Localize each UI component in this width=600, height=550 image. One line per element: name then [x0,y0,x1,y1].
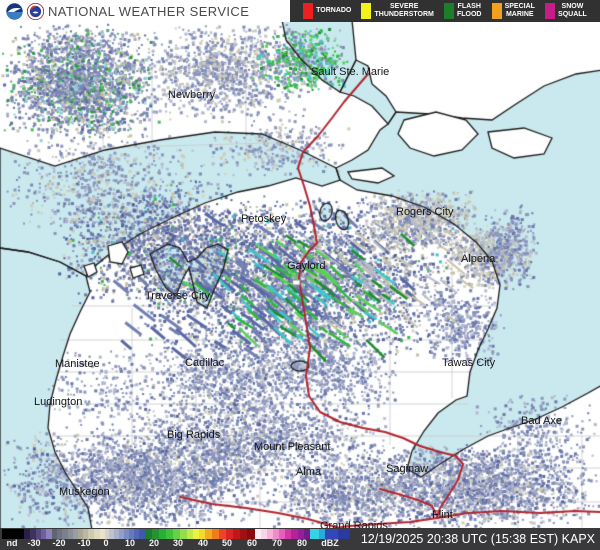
colorbar-segment [193,529,199,539]
colorbar-segment [139,529,145,539]
colorbar-segment [338,529,350,539]
colorbar-segment [2,529,24,539]
reflectivity-colorbar [2,529,350,539]
warning-item: TORNADO [303,3,351,19]
colorbar-segment [304,529,310,539]
colorbar-segment [199,529,205,539]
colorbar-tick: 60 [246,538,258,548]
colorbar-segment [129,529,134,539]
colorbar-tick: 70 [271,538,283,548]
colorbar-segment [78,529,83,539]
warning-label: TORNADO [316,6,352,14]
warning-label: FLASH FLOOD [456,2,482,18]
warning-swatch [443,3,454,19]
colorbar-segment [52,529,57,539]
colorbar-segment [226,529,233,539]
colorbar-segment [73,529,78,539]
warning-swatch [303,3,314,19]
nws-brand-header: NATIONAL WEATHER SERVICE [0,0,290,22]
colorbar-tick: 80 [296,538,308,548]
colorbar-segment [279,529,285,539]
colorbar-tick: 50 [221,538,233,548]
colorbar-segment [124,529,129,539]
colorbar-segment [24,529,30,539]
colorbar-segment [134,529,139,539]
colorbar-tick: 20 [148,538,160,548]
colorbar-segment [105,529,109,539]
colorbar-segment [152,529,159,539]
colorbar-segment [310,529,319,539]
colorbar-segment [325,529,338,539]
colorbar-segment [46,529,52,539]
colorbar-tick: 40 [197,538,209,548]
timestamp: 12/19/2025 20:38 UTC (15:38 EST) KAPX [360,532,595,546]
colorbar-segment [88,529,94,539]
colorbar-tick: 0 [103,538,109,548]
bottom-status-bar: nd -30 -20 -10 0 10 20 30 40 50 60 70 80 dBZ 12/19/20… [0,528,600,550]
warning-item: SNOW SQUALL [545,3,587,19]
warning-swatch [545,3,556,19]
colorbar-segment [166,529,173,539]
warning-item: FLASH FLOOD [443,2,482,19]
warning-label: SNOW SQUALL [558,2,587,18]
colorbar-segment [109,529,114,539]
colorbar-tick: -20 [52,538,66,548]
warning-item: SPECIAL MARINE [491,2,535,19]
colorbar-tick: nd [6,538,18,548]
top-bar: NATIONAL WEATHER SERVICE TORNADO SEVERE T… [0,0,600,22]
agency-title: NATIONAL WEATHER SERVICE [48,3,250,19]
colorbar-segment [145,529,152,539]
warning-swatch [361,3,372,19]
colorbar-segment [83,529,88,539]
colorbar-segment [233,529,240,539]
warning-label: SEVERE THUNDERSTORM [374,2,434,18]
colorbar-segment [291,529,298,539]
noaa-logo[interactable] [6,2,23,20]
warning-label: SPECIAL MARINE [504,2,535,18]
warning-swatch [491,3,502,19]
colorbar-segment [247,529,255,539]
colorbar-tick: -10 [77,538,91,548]
colorbar-segment [68,529,73,539]
colorbar-segment [212,529,219,539]
colorbar-segment [114,529,119,539]
colorbar-segment [319,529,325,539]
colorbar-segment [187,529,193,539]
colorbar-segment [173,529,180,539]
colorbar-segment [180,529,187,539]
colorbar-segment [41,529,46,539]
colorbar-tick: -30 [27,538,41,548]
nws-seal-logo[interactable] [27,2,44,20]
colorbar-segment [285,529,291,539]
warning-item: SEVERE THUNDERSTORM [361,2,434,19]
colorbar-segment [255,529,261,539]
colorbar-segment [36,529,41,539]
colorbar-segment [261,529,267,539]
colorbar-segment [219,529,226,539]
colorbar-segment [267,529,273,539]
colorbar-segment [100,529,105,539]
colorbar-segment [205,529,212,539]
colorbar-segment [240,529,247,539]
colorbar-segment [30,529,36,539]
colorbar-tick: dBZ [321,538,339,548]
colorbar-segment [273,529,279,539]
colorbar-segment [159,529,166,539]
colorbar-segment [119,529,124,539]
warning-legend: TORNADO SEVERE THUNDERSTORM FLASH FLOOD SPE… [290,0,600,22]
colorbar-segment [94,529,100,539]
colorbar-tick: 30 [172,538,184,548]
colorbar-segment [298,529,304,539]
colorbar-tick: 10 [124,538,136,548]
colorbar-segment [57,529,62,539]
colorbar-segment [62,529,68,539]
